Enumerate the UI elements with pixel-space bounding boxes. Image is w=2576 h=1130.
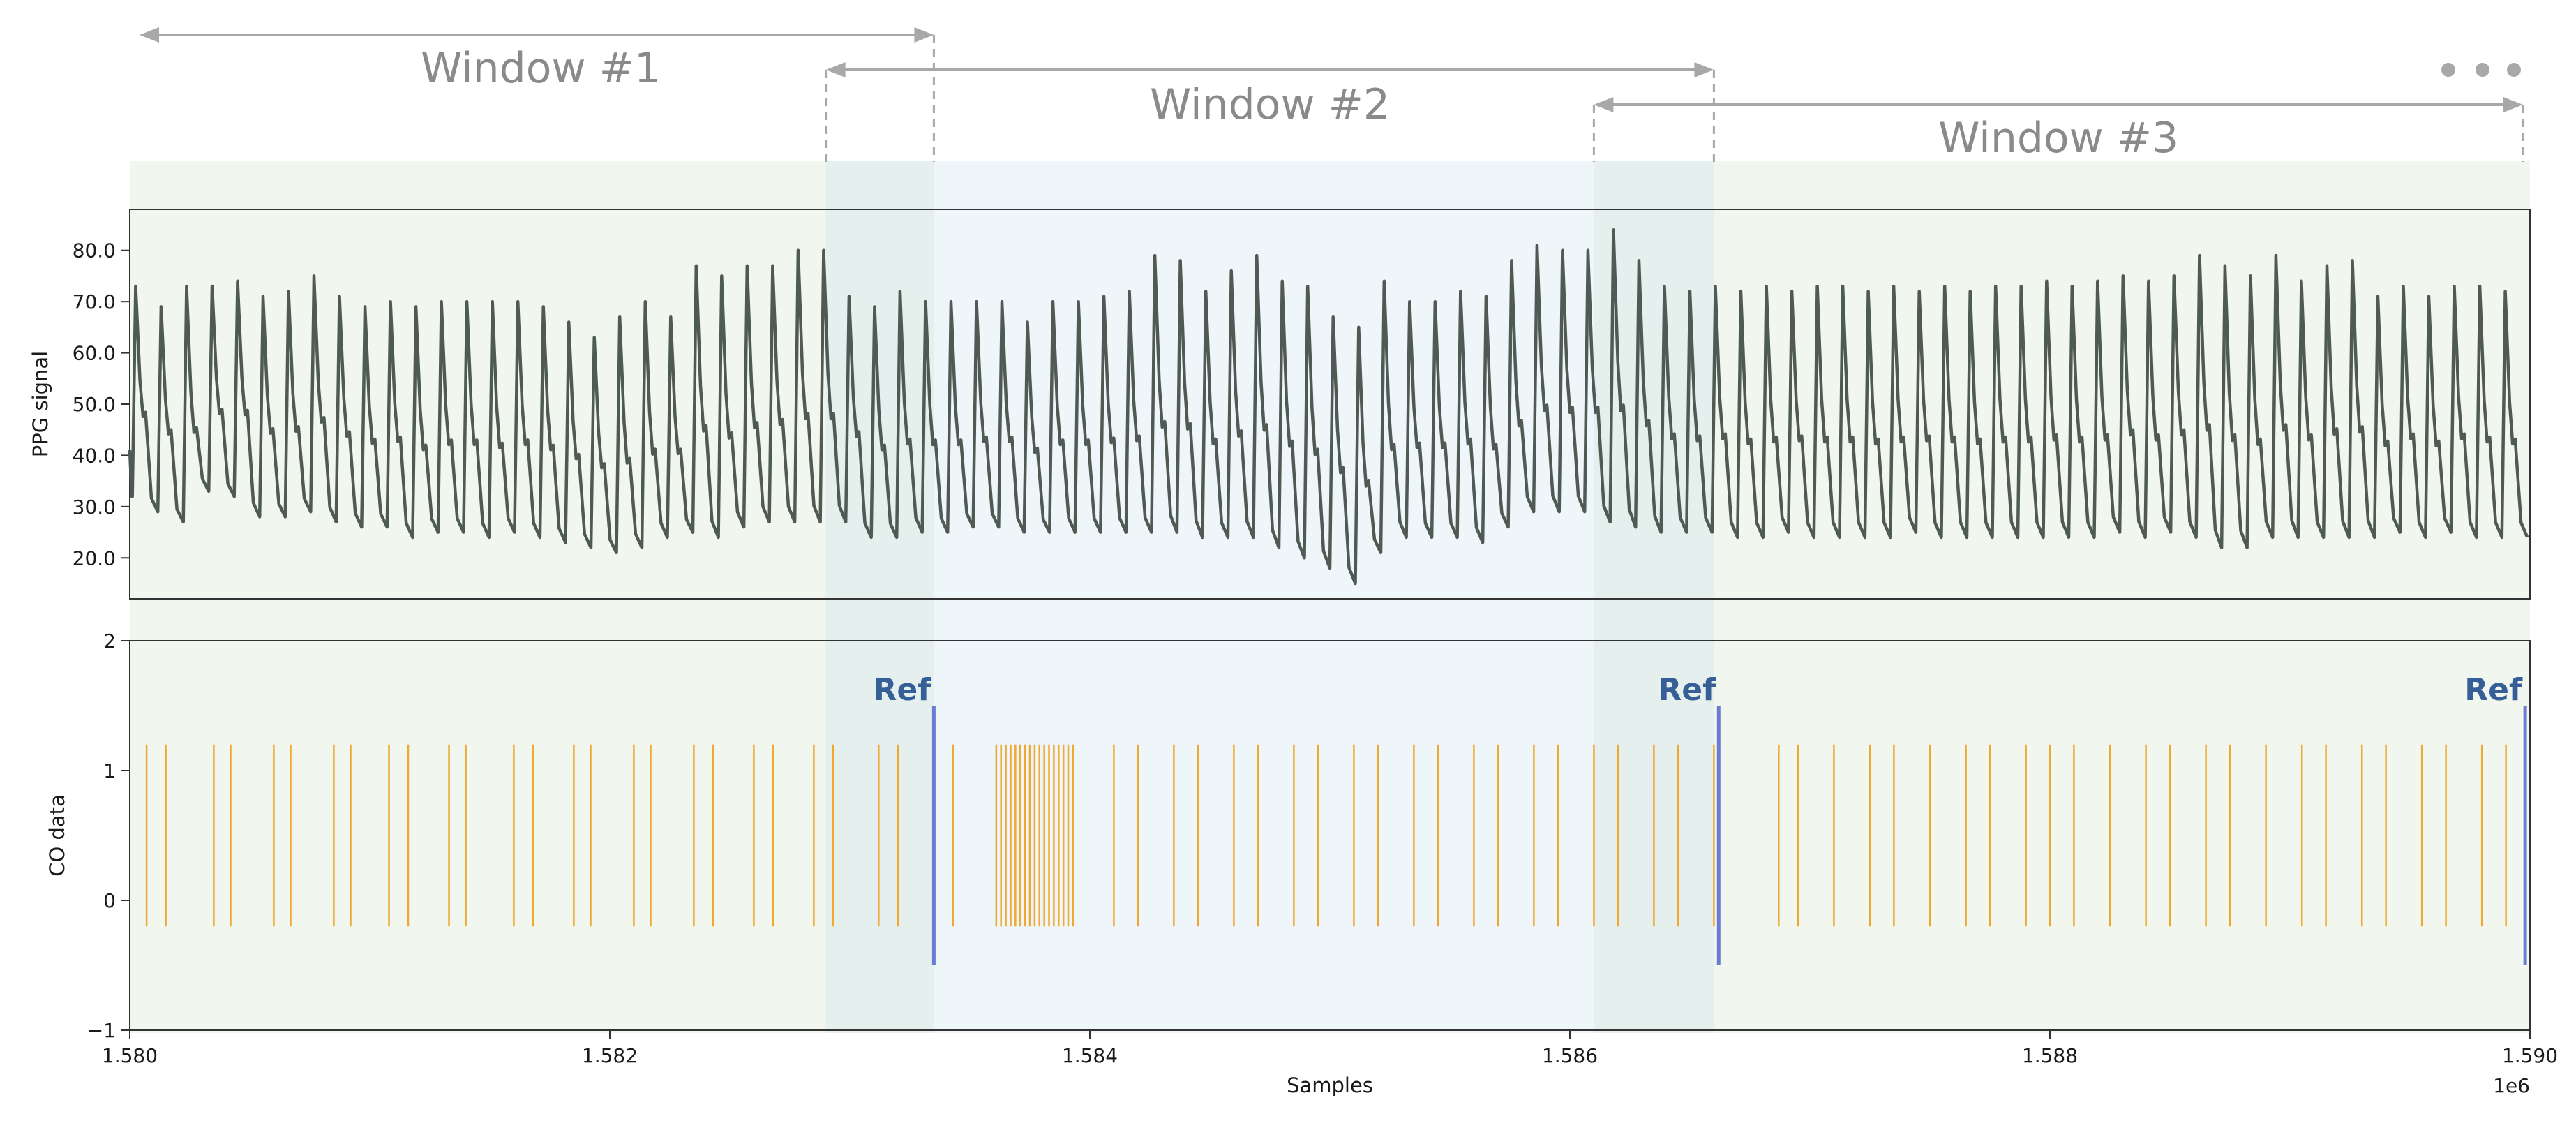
window-2-shade	[825, 161, 1714, 1033]
window-1-label: Window #1	[421, 44, 661, 93]
ppg-series-line	[128, 228, 2529, 586]
ppg-y-tick-label: 30.0	[73, 496, 116, 519]
x-axis-offset-text: 1e6	[2493, 1074, 2530, 1097]
ref-marker-label: Ref	[1658, 672, 1716, 708]
ppg-y-tick-label: 60.0	[73, 342, 116, 365]
window-2-arrow-left	[825, 62, 846, 77]
co-y-tick-label: 0	[103, 889, 116, 912]
ppg-y-tick-label: 80.0	[73, 239, 116, 262]
co-x-tick-label: 1.582	[582, 1044, 638, 1067]
window-1-arrow-left	[140, 27, 159, 43]
co-x-tick-label: 1.590	[2502, 1044, 2558, 1067]
window-overlap-shade-1	[825, 161, 934, 1033]
ppg-y-tick-label: 70.0	[73, 290, 116, 313]
ref-marker-label: Ref	[874, 672, 932, 708]
co-x-tick-label: 1.584	[1062, 1044, 1118, 1067]
window-3-arrow-left	[1594, 97, 1614, 112]
ref-marker-label: Ref	[2464, 672, 2523, 708]
co-y-tick-label: −1	[87, 1019, 116, 1042]
co-y-tick-label: 1	[103, 759, 116, 782]
ppg-y-tick-label: 40.0	[73, 444, 116, 467]
co-plot-frame	[129, 640, 2531, 1031]
co-events	[145, 744, 2507, 927]
window-2-arrow-right	[1694, 62, 1714, 77]
co-x-tick-label: 1.580	[102, 1044, 158, 1067]
co-x-ticks: 1.580 1.582 1.584 1.586 1.588 1.590	[102, 1030, 2558, 1067]
window-2-label: Window #2	[1150, 80, 1390, 129]
ppg-panel: 20.0 30.0 40.0 50.0 60.0 70.0 80.0 PPG signal	[29, 209, 2531, 600]
co-x-tick-label: 1.586	[1542, 1044, 1598, 1067]
ppg-y-axis-label: PPG signal	[29, 351, 52, 457]
ppg-y-tick-label: 50.0	[73, 393, 116, 416]
more-dots-icon	[2441, 63, 2521, 77]
co-ref-markers: Ref Ref Ref	[874, 672, 2527, 965]
co-y-ticks: −1 0 1 2	[87, 630, 130, 1042]
ppg-y-ticks: 20.0 30.0 40.0 50.0 60.0 70.0 80.0	[73, 239, 130, 570]
co-x-tick-label: 1.588	[2022, 1044, 2078, 1067]
window-annotations: Window #1 Window #2 Window #3	[140, 27, 2524, 163]
co-y-tick-label: 2	[103, 630, 116, 653]
x-axis-label: Samples	[1287, 1073, 1373, 1097]
co-y-axis-label: CO data	[45, 794, 69, 877]
window-3-arrow-right	[2503, 97, 2523, 112]
ppg-y-tick-label: 20.0	[73, 547, 116, 570]
window-3-label: Window #3	[1938, 114, 2178, 163]
window-1-arrow-right	[914, 27, 934, 43]
